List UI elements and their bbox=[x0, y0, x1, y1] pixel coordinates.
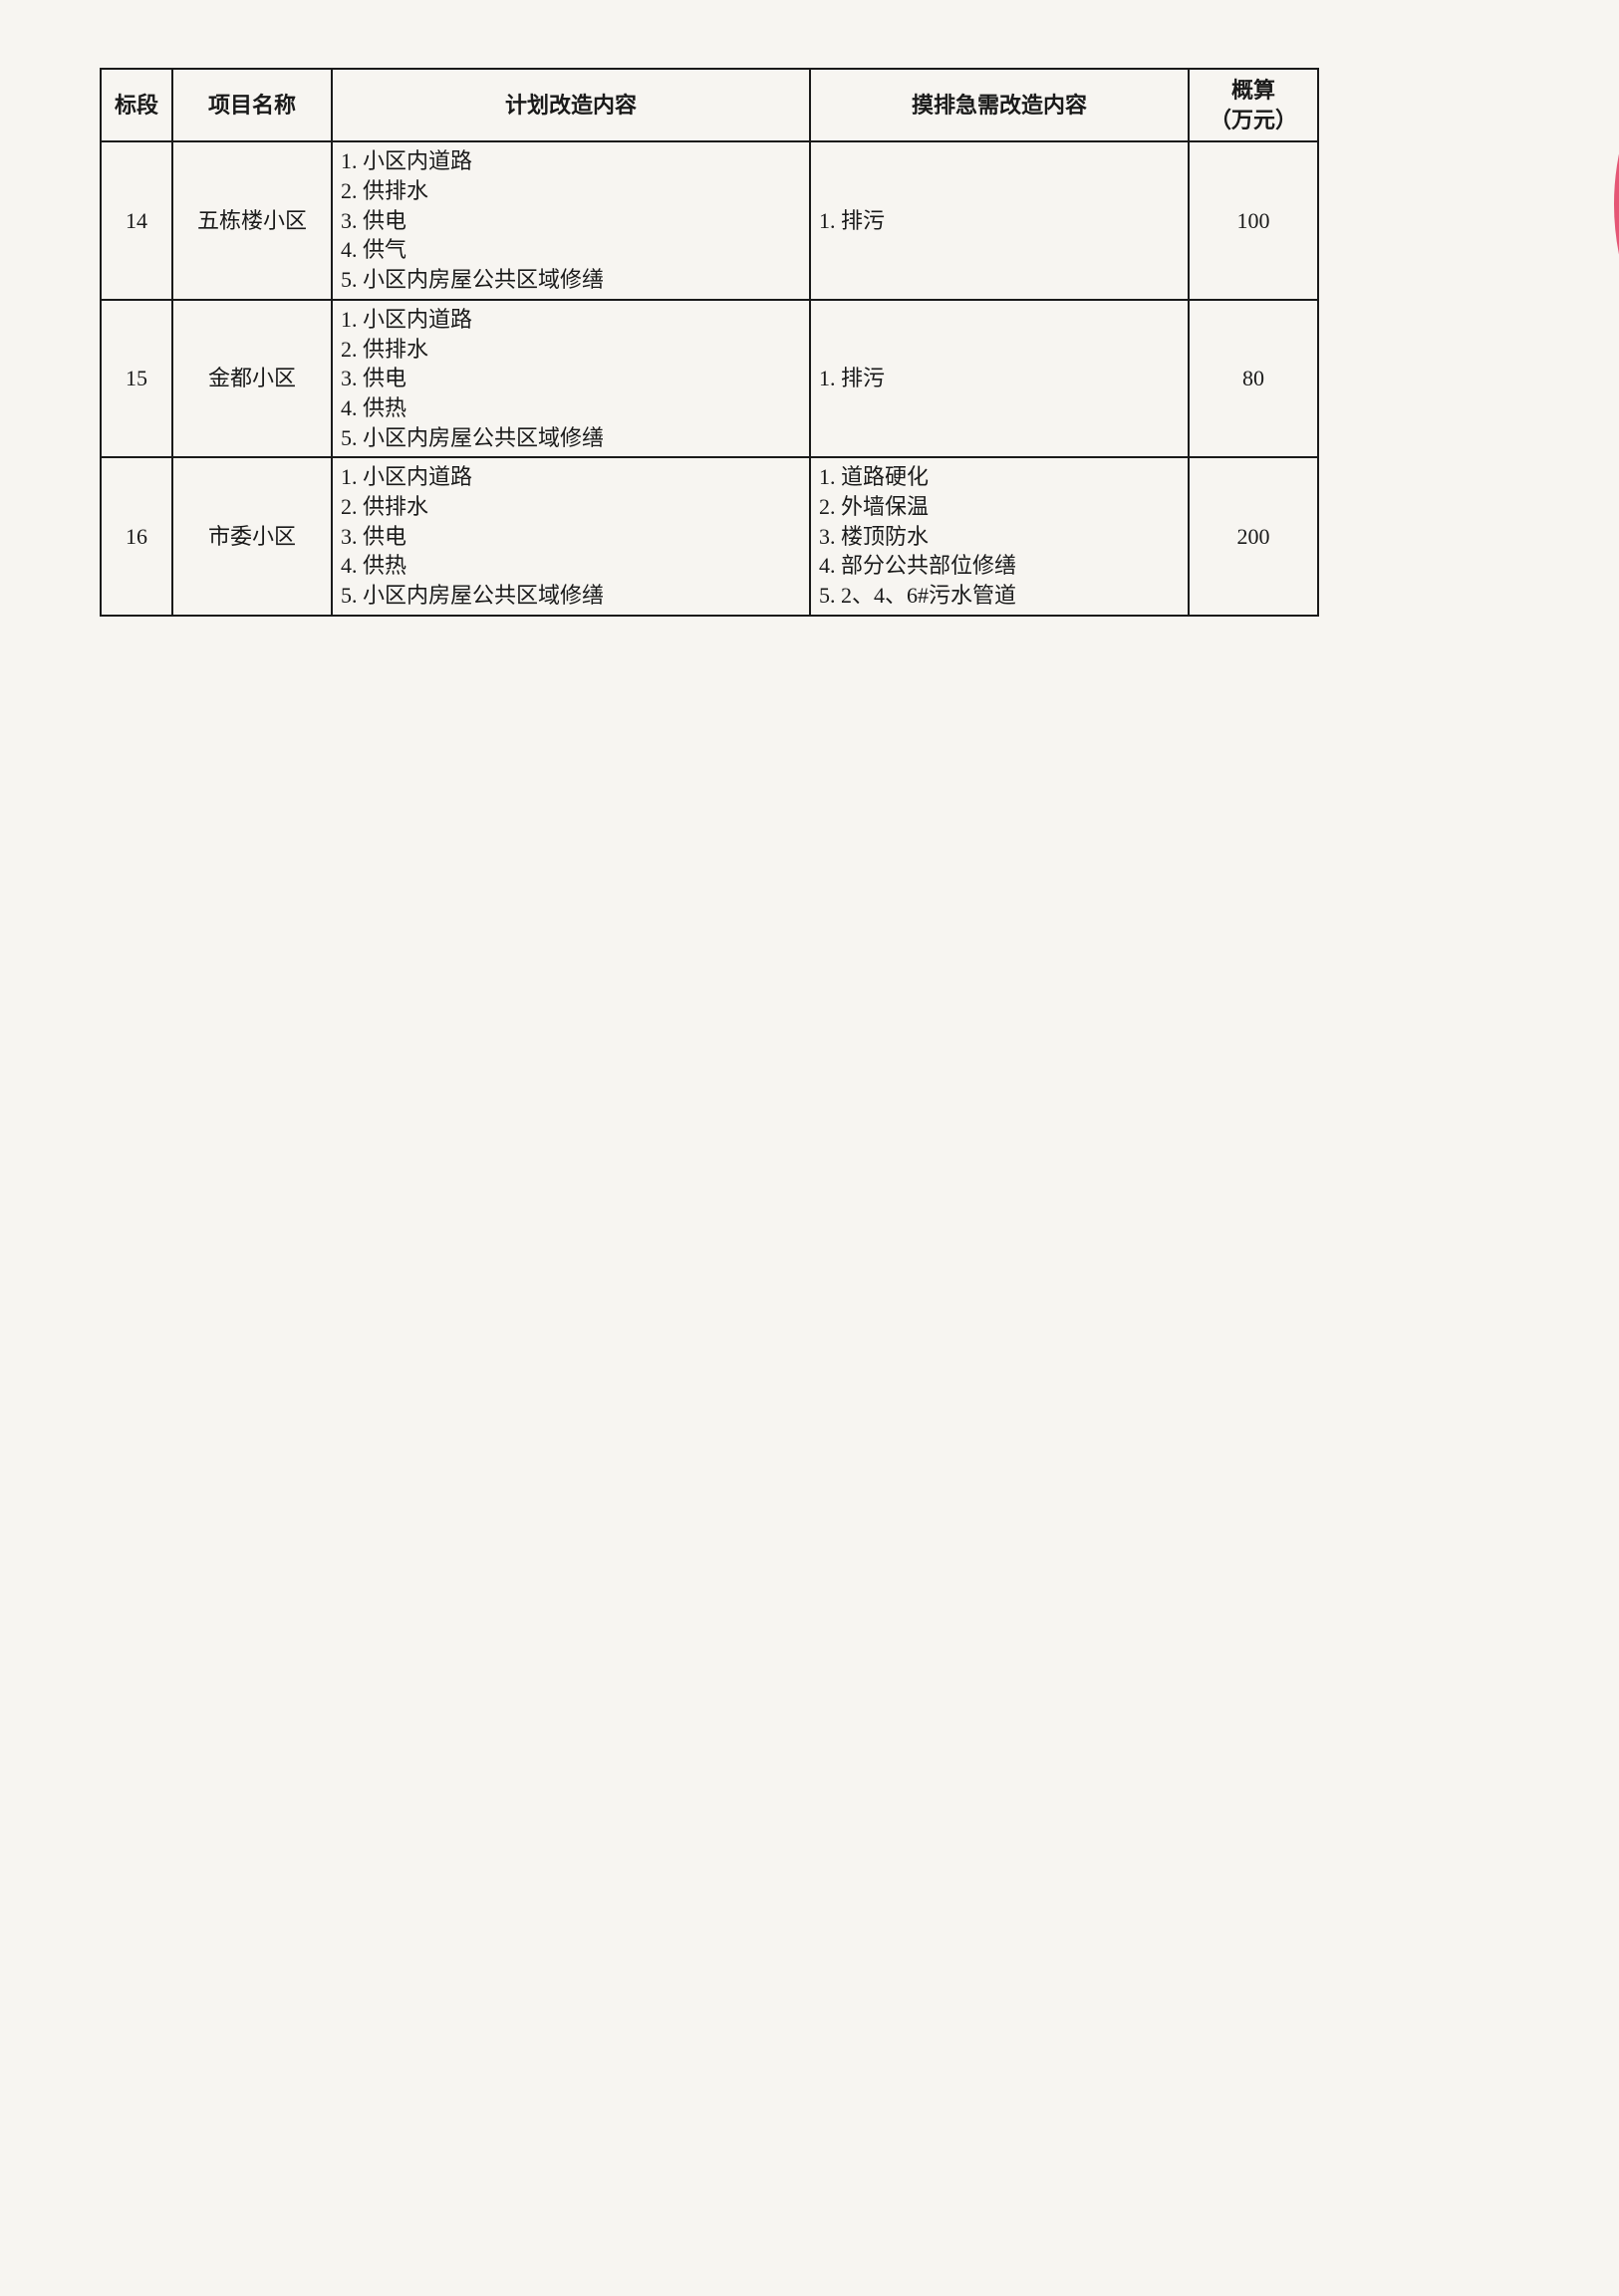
col-header-plan: 计划改造内容 bbox=[332, 69, 810, 141]
cell-urgent: 1. 排污 bbox=[810, 141, 1189, 299]
table-body: 14 五栋楼小区 1. 小区内道路2. 供排水3. 供电4. 供气5. 小区内房… bbox=[101, 141, 1318, 615]
cell-urgent: 1. 道路硬化2. 外墙保温3. 楼顶防水4. 部分公共部位修缮5. 2、4、6… bbox=[810, 457, 1189, 615]
cell-plan: 1. 小区内道路2. 供排水3. 供电4. 供热5. 小区内房屋公共区域修缮 bbox=[332, 457, 810, 615]
stamp-arc-icon bbox=[1599, 115, 1619, 294]
col-header-section: 标段 bbox=[101, 69, 172, 141]
table-header-row: 标段 项目名称 计划改造内容 摸排急需改造内容 概算 bbox=[101, 69, 1318, 106]
table-row: 14 五栋楼小区 1. 小区内道路2. 供排水3. 供电4. 供气5. 小区内房… bbox=[101, 141, 1318, 299]
cell-project: 市委小区 bbox=[172, 457, 332, 615]
col-header-urgent: 摸排急需改造内容 bbox=[810, 69, 1189, 141]
table-row: 16 市委小区 1. 小区内道路2. 供排水3. 供电4. 供热5. 小区内房屋… bbox=[101, 457, 1318, 615]
cell-budget: 80 bbox=[1189, 300, 1318, 457]
cell-budget: 200 bbox=[1189, 457, 1318, 615]
cell-section: 14 bbox=[101, 141, 172, 299]
document-page: 标段 项目名称 计划改造内容 摸排急需改造内容 概算 （万元） 14 五栋楼小区… bbox=[0, 0, 1619, 2296]
col-header-project: 项目名称 bbox=[172, 69, 332, 141]
cell-project: 五栋楼小区 bbox=[172, 141, 332, 299]
renovation-table: 标段 项目名称 计划改造内容 摸排急需改造内容 概算 （万元） 14 五栋楼小区… bbox=[100, 68, 1319, 617]
col-header-budget-bottom: （万元） bbox=[1189, 106, 1318, 142]
cell-section: 15 bbox=[101, 300, 172, 457]
col-header-budget-top: 概算 bbox=[1189, 69, 1318, 106]
cell-project: 金都小区 bbox=[172, 300, 332, 457]
cell-section: 16 bbox=[101, 457, 172, 615]
cell-budget: 100 bbox=[1189, 141, 1318, 299]
cell-urgent: 1. 排污 bbox=[810, 300, 1189, 457]
table-row: 15 金都小区 1. 小区内道路2. 供排水3. 供电4. 供热5. 小区内房屋… bbox=[101, 300, 1318, 457]
cell-plan: 1. 小区内道路2. 供排水3. 供电4. 供气5. 小区内房屋公共区域修缮 bbox=[332, 141, 810, 299]
cell-plan: 1. 小区内道路2. 供排水3. 供电4. 供热5. 小区内房屋公共区域修缮 bbox=[332, 300, 810, 457]
